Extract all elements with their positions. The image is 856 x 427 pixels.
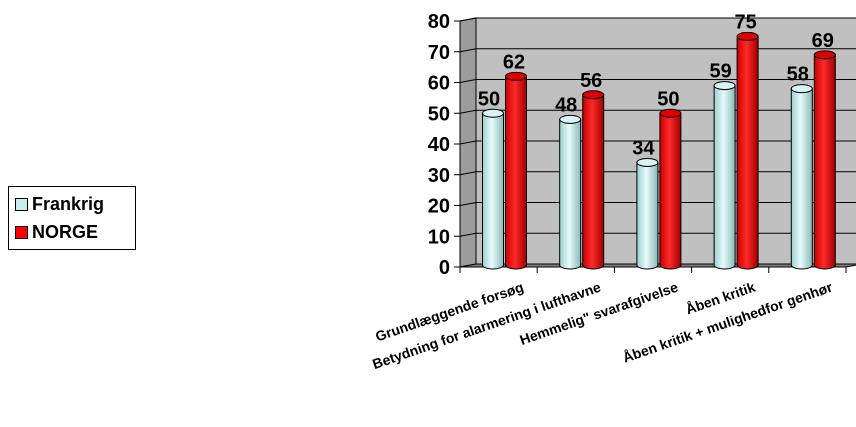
data-label: 62 (503, 51, 525, 73)
bar-norge (736, 31, 759, 270)
data-label: 69 (812, 30, 834, 52)
y-tick-label: 10 (428, 226, 450, 248)
y-tick-label: 50 (428, 103, 450, 125)
data-label: 34 (632, 137, 655, 159)
y-tick-label: 0 (439, 257, 450, 279)
bar-norge (582, 90, 605, 270)
bar-frankrig (636, 157, 659, 270)
bar-norge (813, 50, 836, 270)
gridline (459, 48, 856, 53)
bar-frankrig (790, 84, 813, 270)
gridline (459, 17, 856, 22)
data-label: 50 (478, 88, 500, 110)
bar-body (582, 94, 605, 270)
data-label: 56 (580, 70, 602, 92)
bars (482, 31, 836, 270)
data-label: 75 (734, 11, 756, 33)
bar-top (713, 81, 736, 91)
bar-body (559, 118, 582, 270)
gridline (459, 79, 856, 83)
bar-frankrig (559, 114, 582, 270)
legend-item-norge: NORGE (15, 221, 98, 243)
legend-label-frankrig: Frankrig (32, 193, 105, 214)
legend: Frankrig NORGE (8, 186, 136, 250)
legend-swatch-norge (15, 225, 28, 239)
bar-frankrig (482, 108, 504, 270)
bar-body (659, 112, 682, 270)
bar-body (813, 54, 836, 270)
bar-top (659, 108, 682, 118)
bar-body (713, 85, 736, 270)
y-tick-label: 60 (428, 73, 450, 95)
data-label: 50 (657, 88, 679, 110)
bar-body (482, 112, 504, 270)
bar-body (636, 161, 659, 270)
legend-swatch-frankrig (15, 197, 28, 211)
bar-body (790, 88, 813, 270)
bar-frankrig (713, 81, 736, 270)
y-tick-label: 70 (428, 42, 450, 64)
bar-body (736, 35, 759, 270)
y-tick-label: 20 (428, 196, 450, 218)
legend-item-frankrig: Frankrig (15, 193, 104, 215)
data-labels: 50 48 34 59 58 62 56 50 75 69 (478, 11, 834, 159)
bar-top (482, 108, 504, 118)
bar-top (790, 84, 813, 94)
y-tick-label: 80 (428, 11, 450, 33)
data-label: 58 (787, 64, 809, 86)
bar-top (636, 157, 659, 167)
bar-top (582, 90, 605, 100)
bar-norge (659, 108, 682, 270)
y-tick-label: 40 (428, 134, 450, 156)
y-tick-label: 30 (428, 165, 450, 187)
legend-label-norge: NORGE (32, 221, 99, 242)
data-label: 59 (709, 61, 731, 83)
bar-top (505, 71, 527, 81)
bar-top (736, 31, 759, 41)
bar-top (813, 50, 836, 60)
bar-norge (505, 71, 527, 270)
bar-body (505, 75, 527, 270)
data-label: 48 (555, 94, 577, 116)
bar-top (559, 114, 582, 124)
